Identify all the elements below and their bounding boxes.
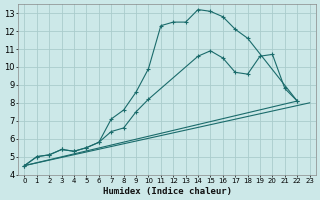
X-axis label: Humidex (Indice chaleur): Humidex (Indice chaleur) [102,187,232,196]
